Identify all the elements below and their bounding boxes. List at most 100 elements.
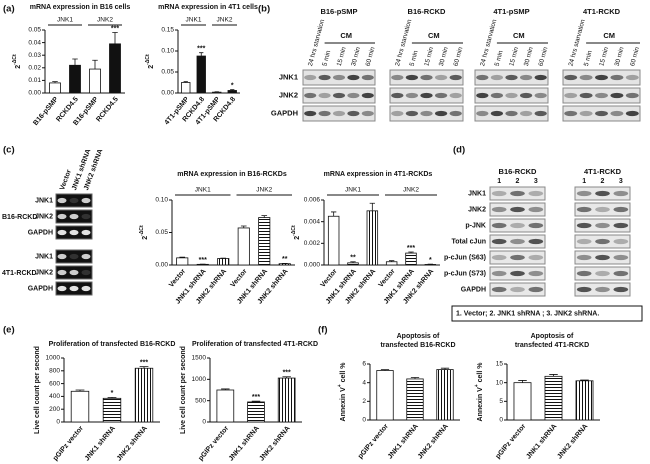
blot-band <box>391 74 404 81</box>
x-tick-label: Vector <box>168 268 187 289</box>
blot-band <box>332 110 346 117</box>
blot-band <box>332 92 346 99</box>
lane-label: 5 min <box>409 49 420 67</box>
blot-band <box>534 92 547 99</box>
y-tick-label: 0.004 <box>304 218 321 225</box>
blot-band <box>564 92 578 99</box>
bar <box>366 210 379 266</box>
blot-band <box>510 190 525 197</box>
blot-group-label: 4T1-RCKD <box>584 167 622 176</box>
row-label: JNK1 <box>468 190 486 197</box>
blot-band <box>595 190 610 197</box>
blot-band <box>505 74 518 81</box>
y-axis-label: Annexin V+ cell % <box>474 362 484 422</box>
error-bar <box>350 261 356 263</box>
y-tick-label: 6 <box>362 361 366 368</box>
x-tick-label: JNK1 shRNA <box>525 423 558 461</box>
x-tick-label: B16-pSMP <box>32 96 60 127</box>
legend-text: 1. Vector; 2. JNK1 shRNA ; 3. JNK2 shRNA… <box>456 310 599 317</box>
chart-title: Apoptosis of <box>397 333 440 340</box>
chart-title: mRNA expression in B16 cells <box>30 4 131 11</box>
bar <box>258 217 271 266</box>
gel-band <box>57 213 67 220</box>
panel-label: (e) <box>3 325 15 336</box>
error-bar <box>251 400 261 402</box>
blot-band <box>613 286 629 293</box>
y-tick-label: 4 <box>362 379 366 386</box>
gel-band <box>57 253 67 260</box>
blot-band <box>318 110 331 117</box>
significance: *** <box>283 370 291 377</box>
y-tick-label: 10 <box>496 379 504 386</box>
blot-band <box>361 92 374 99</box>
blot-band <box>595 286 610 293</box>
gel-band <box>57 197 67 204</box>
blot-band <box>613 238 629 245</box>
chart-title: mRNA expression in 4T1-RCKDs <box>324 171 433 178</box>
gel-band <box>81 269 91 276</box>
blot-band <box>405 74 419 81</box>
x-tick-label: Vector <box>230 268 249 289</box>
blot-band <box>491 190 507 197</box>
error-bar <box>107 396 117 399</box>
y-axis-label-part: -ΔCt <box>12 54 18 65</box>
lane-label: 15 min <box>508 46 520 67</box>
blot-band <box>304 110 317 117</box>
error-bar <box>221 388 230 390</box>
blot-band <box>610 74 624 81</box>
blot <box>574 266 631 281</box>
blot-group-label: 4T1-pSMP <box>493 7 529 16</box>
lane-label: 2 <box>516 178 520 185</box>
blot-band <box>505 92 518 99</box>
error-bar <box>72 58 78 66</box>
row-label: p-cJun (S63) <box>444 254 486 261</box>
blot-band <box>510 254 525 261</box>
y-tick-label: 2 <box>362 398 366 405</box>
lane-label: 30 min <box>523 46 535 67</box>
error-bar <box>183 81 188 83</box>
blot-band <box>576 270 592 277</box>
chart-title: Apoptosis of <box>531 333 574 340</box>
blot-band <box>613 222 629 229</box>
blot-band <box>449 74 462 81</box>
y-tick-label: 0.10 <box>161 48 174 55</box>
blot-band <box>595 206 610 213</box>
bar <box>102 397 122 423</box>
lane-label: 30 min <box>350 46 362 67</box>
chart-title: mRNA expression in B16-RCKDs <box>177 171 287 178</box>
group-label: JNK1 <box>195 187 211 194</box>
blot-band <box>519 74 533 81</box>
y-tick-label: 0.04 <box>28 39 41 46</box>
group-label: JNK1 <box>345 187 361 194</box>
y-tick-label: 0 <box>202 419 206 426</box>
blot <box>474 87 549 104</box>
bar <box>513 382 532 421</box>
x-tick-label: pGIPz vector <box>495 423 528 460</box>
bar <box>575 380 594 421</box>
y-tick-label: 0.05 <box>28 27 41 34</box>
gel-band <box>57 269 67 276</box>
row-label: p-cJun (S73) <box>444 270 486 277</box>
y-tick-label: 200 <box>49 406 60 413</box>
y-tick-label: 0.15 <box>161 27 174 34</box>
blot-band <box>420 74 433 81</box>
blot-band <box>491 222 507 229</box>
y-tick-label: 500 <box>195 397 206 404</box>
x-tick-label: JNK2 shRNA <box>258 425 291 463</box>
blot-band <box>576 190 592 197</box>
blot-band <box>613 190 629 197</box>
error-bar <box>92 59 98 70</box>
y-axis-label-part: 2 <box>142 236 149 240</box>
y-axis-label-part: 2 <box>148 65 155 69</box>
row-label: JNK1 <box>35 197 53 204</box>
blot-band <box>510 238 525 245</box>
bar <box>49 82 61 94</box>
blot-band <box>304 74 317 81</box>
blot-band <box>610 92 624 99</box>
lane-label: 60 min <box>365 46 377 67</box>
significance: * <box>231 82 234 89</box>
group-label: JNK2 <box>97 17 113 24</box>
gel-band <box>69 285 79 292</box>
error-bar <box>518 380 527 383</box>
blot <box>574 218 631 233</box>
